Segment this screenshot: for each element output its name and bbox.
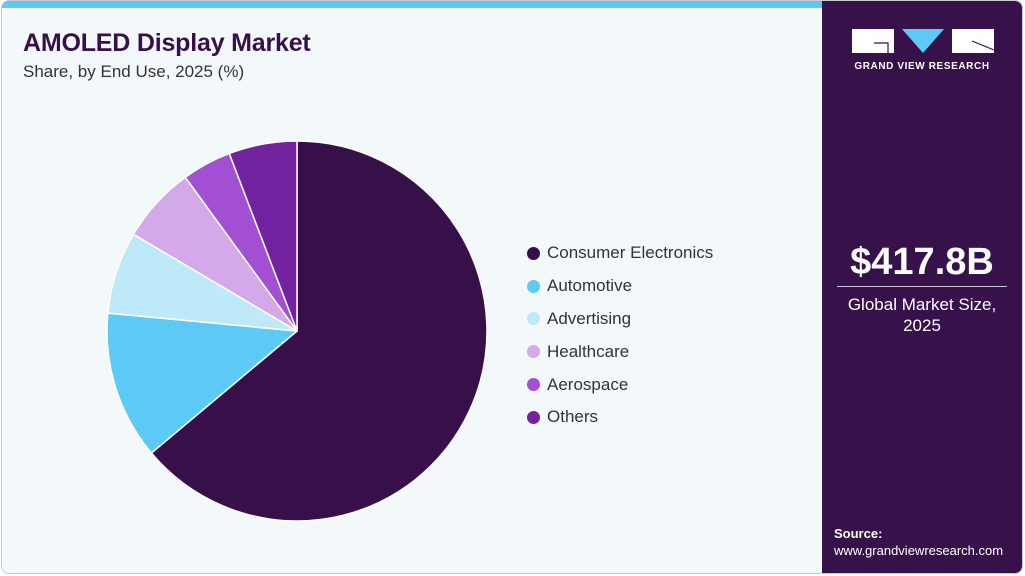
legend-item-aerospace: Aerospace [527, 368, 713, 401]
chart-title: AMOLED Display Market [23, 29, 311, 57]
market-size-label: Global Market Size, 2025 [822, 294, 1022, 336]
source-label: Source: [834, 526, 883, 541]
logo-text: GRAND VIEW RESEARCH [854, 61, 990, 72]
divider [837, 286, 1007, 287]
legend-item-healthcare: Healthcare [527, 335, 713, 368]
legend-label: Others [547, 407, 599, 427]
legend-label: Advertising [547, 308, 632, 328]
pie-chart [106, 140, 488, 522]
accent-bar [2, 1, 825, 8]
legend-item-automotive: Automotive [527, 270, 713, 303]
legend-label: Automotive [547, 276, 633, 296]
pie-slice-consumer-electronics [150, 140, 488, 522]
pie-slice-automotive [106, 312, 298, 454]
chart-subtitle: Share, by End Use, 2025 (%) [23, 62, 245, 81]
legend-dot-icon [527, 279, 540, 293]
legend-label: Consumer Electronics [547, 243, 714, 263]
market-size-value: $417.8B [850, 241, 994, 283]
legend-dot-icon [527, 378, 540, 392]
source-url: www.grandviewresearch.com [834, 543, 1004, 558]
grand-view-research-logo-icon [852, 29, 994, 53]
legend-dot-icon [527, 345, 540, 359]
legend-item-consumer-electronics: Consumer Electronics [527, 237, 713, 270]
legend-dot-icon [527, 246, 540, 260]
pie-slice-others [228, 140, 298, 332]
legend-dot-icon [527, 312, 540, 326]
legend-label: Healthcare [547, 341, 630, 361]
market-size-label-line2: 2025 [903, 316, 941, 335]
legend-item-others: Others [527, 401, 713, 434]
legend-label: Aerospace [547, 374, 629, 394]
legend-dot-icon [527, 410, 540, 424]
market-size-label-line1: Global Market Size, [847, 295, 997, 314]
sidebar-panel: GRAND VIEW RESEARCH $417.8B Global Marke… [822, 1, 1022, 573]
legend: Consumer Electronics Automotive Advertis… [527, 237, 713, 434]
legend-item-advertising: Advertising [527, 303, 713, 336]
